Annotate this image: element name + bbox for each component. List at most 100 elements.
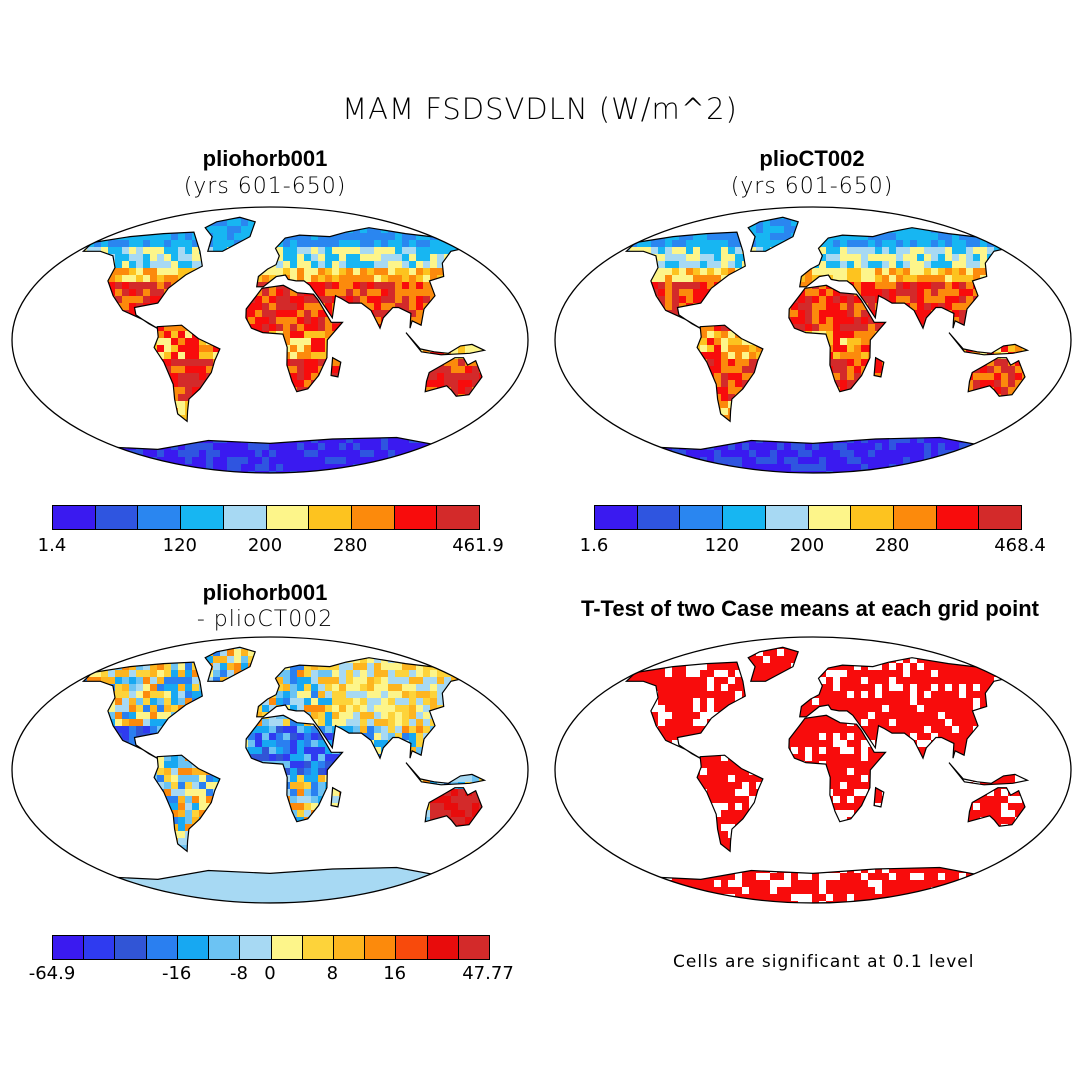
colorbar-swatch [309,506,352,529]
coastline [798,227,1008,330]
colorbar-tick-label: 200 [789,535,825,556]
coastline [747,646,799,682]
colorbar-swatch [115,936,147,959]
colorbar-swatch [365,936,397,959]
colorbar-swatch [765,506,809,529]
coastline [873,356,885,378]
coastline [788,714,887,823]
colorbar-swatch [808,506,852,529]
map-border [11,206,529,474]
coastline [81,231,203,329]
colorbar-tick-label: -64.9 [28,963,76,984]
coastline [948,332,1030,356]
colorbar-swatch [333,936,366,959]
colorbar-tick-label: 461.9 [452,535,504,556]
coastline [153,754,221,853]
colorbar-tick-label: 120 [162,535,197,556]
colorbar-tick-label: 280 [875,535,910,556]
map-panel-3 [11,636,529,904]
coastline [95,436,447,473]
coastline [798,657,1008,760]
colorbar-swatch [458,936,490,959]
colorbar-tick-label: 1.4 [37,535,67,556]
panel-2-subtitle: (yrs 601-650) [730,174,894,199]
coastline [330,786,342,808]
coastline [948,762,1030,786]
colorbar-tick-label: 0 [264,963,276,984]
colorbar-panel-3 [52,935,490,960]
coastline [624,661,746,759]
panel-1-subtitle: (yrs 601-650) [183,174,347,199]
colorbar-swatch [95,506,139,529]
coastline [624,231,746,329]
colorbar-tick-label: 47.77 [462,963,514,984]
map-panel-4 [554,636,1072,904]
coastline [638,866,990,903]
coastline [696,324,764,423]
colorbar-tick-label: 280 [333,535,368,556]
coastline [696,754,764,853]
panel-3-subtitle: - plioCT002 [196,607,334,632]
colorbar-swatch [680,506,724,529]
coastline [81,661,203,759]
coastline [788,284,887,393]
coastline [95,866,447,903]
coastline [405,762,487,786]
colorbar-swatch [851,506,894,529]
colorbar-swatch [351,506,395,529]
colorbar-swatch [437,506,480,529]
coastline [424,787,483,827]
figure-title: MAM FSDSVDLN (W/m^2) [342,92,738,126]
colorbar-panel-1 [52,505,480,530]
colorbar-tick-label: -8 [230,963,249,984]
coastline [330,356,342,378]
colorbar-swatch [209,936,241,959]
map-border [11,636,529,904]
panel-3-title: pliohorb001 [202,580,328,605]
coastline [967,787,1026,827]
coastline [255,227,465,330]
colorbar-swatch [146,936,178,959]
coastline [405,332,487,356]
colorbar-swatch [302,936,334,959]
colorbar-swatch [595,506,638,529]
colorbar-swatch [266,506,310,529]
colorbar-tick-label: 1.6 [579,535,609,556]
colorbar-tick-label: 120 [704,535,739,556]
coastline [255,657,465,760]
colorbar-tick-label: -16 [161,963,192,984]
map-panel-1 [11,206,529,474]
coastline [245,284,344,393]
colorbar-swatch [177,936,210,959]
colorbar-swatch [223,506,267,529]
colorbar-swatch [936,506,980,529]
colorbar-swatch [893,506,937,529]
map-border [554,636,1072,904]
coastline [747,216,799,252]
colorbar-tick-label: 468.4 [994,535,1046,556]
colorbar-swatch [240,936,272,959]
colorbar-swatch [53,936,85,959]
colorbar-swatch [181,506,224,529]
coastline [204,646,256,682]
coastline [245,714,344,823]
map-border [554,206,1072,474]
colorbar-swatch [394,506,438,529]
colorbar-swatch [637,506,681,529]
colorbar-swatch [84,936,116,959]
panel-4-title: T-Test of two Case means at each grid po… [580,596,1039,621]
colorbar-tick-label: 16 [383,963,407,984]
coastline [153,324,221,423]
coastline [967,357,1026,397]
coastline [638,436,990,473]
panel-2-title: plioCT002 [759,146,865,171]
colorbar-swatch [723,506,766,529]
coastline [204,216,256,252]
significance-note: Cells are significant at 0.1 level [673,952,975,972]
colorbar-swatch [979,506,1022,529]
colorbar-tick-label: 8 [326,963,339,984]
coastline [424,357,483,397]
colorbar-swatch [271,936,303,959]
colorbar-panel-2 [594,505,1022,530]
colorbar-swatch [427,936,459,959]
